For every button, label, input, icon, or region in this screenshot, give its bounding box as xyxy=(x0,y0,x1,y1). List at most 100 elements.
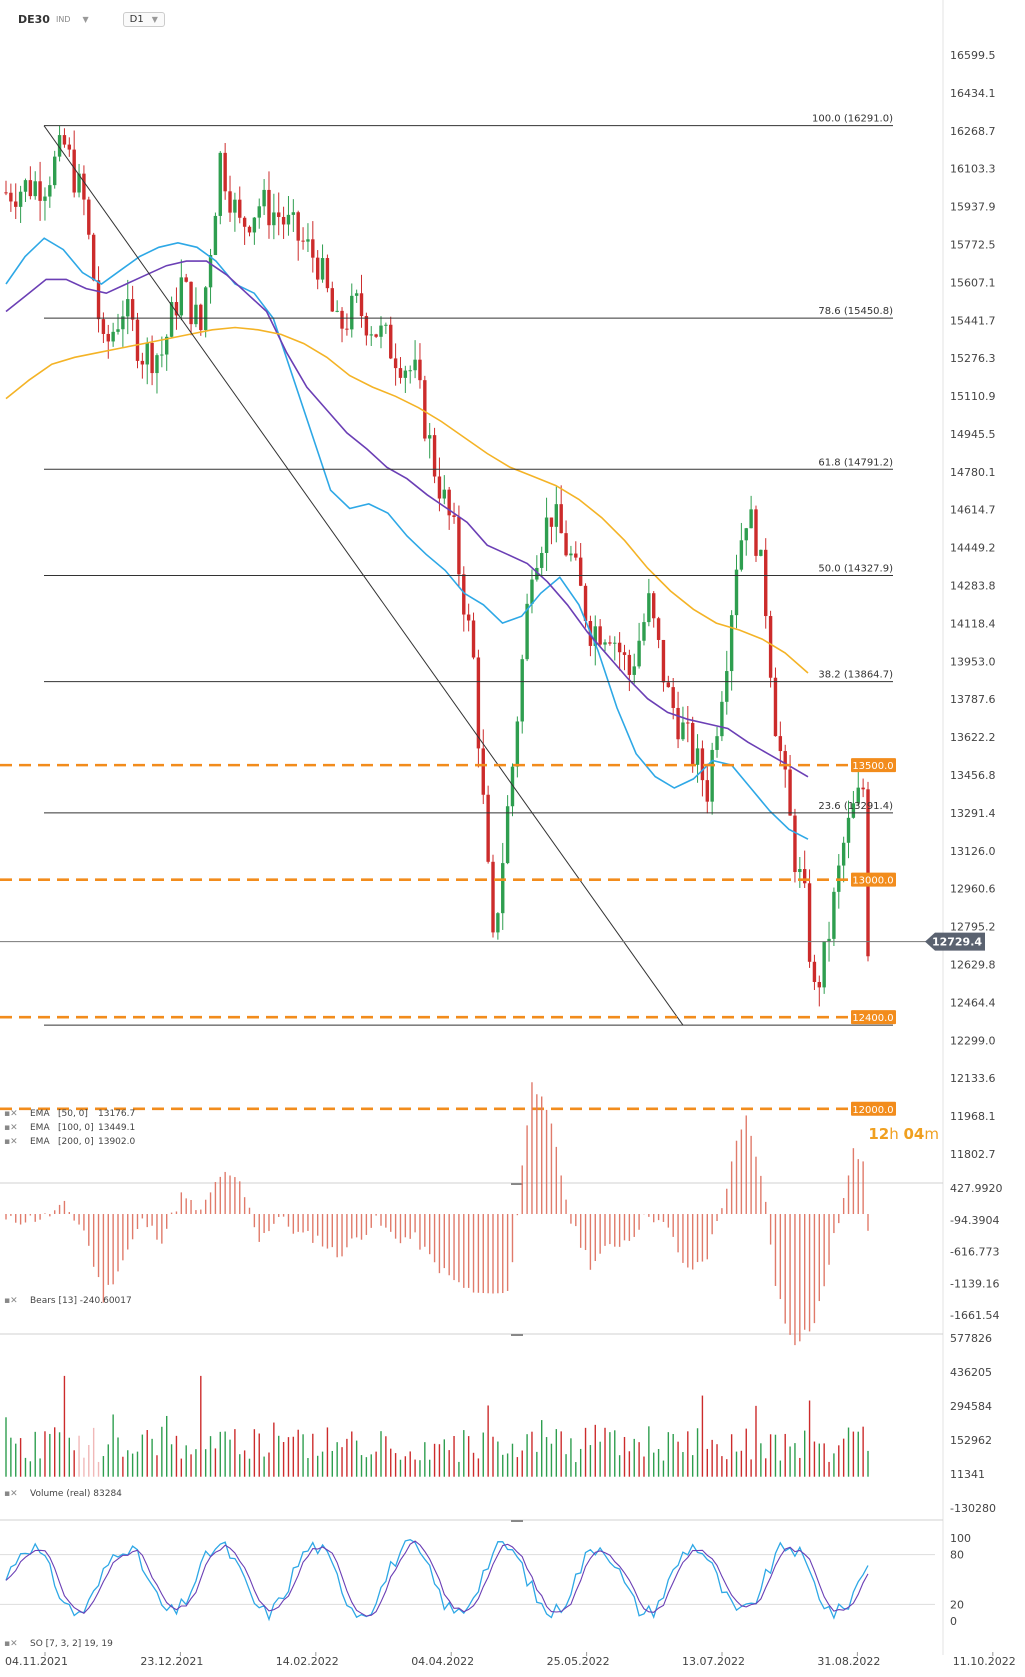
countdown-hours: 12 xyxy=(868,1125,890,1143)
timeframe-select[interactable]: D1 ▼ xyxy=(122,12,165,27)
candle-body xyxy=(520,659,524,722)
candle-body xyxy=(476,657,481,749)
candle-body xyxy=(174,302,179,316)
candle-body xyxy=(325,258,330,289)
candle-body xyxy=(666,682,671,688)
candle-body xyxy=(140,360,145,365)
candle-body xyxy=(62,135,67,145)
candle-body xyxy=(637,640,641,667)
candle-body xyxy=(228,191,232,213)
symbol-label: DE30 xyxy=(18,13,50,26)
candle-body xyxy=(827,938,831,942)
candle-body xyxy=(203,287,208,331)
candle-body xyxy=(213,215,218,256)
candle-body xyxy=(851,803,856,818)
volume-y-tick-label: 294584 xyxy=(950,1400,992,1413)
candle-body xyxy=(413,359,417,371)
candle-body xyxy=(311,239,315,258)
y-tick-label: 15772.5 xyxy=(950,238,996,251)
candle-body xyxy=(111,331,115,342)
candle-body xyxy=(574,553,578,558)
legend-tool-icon: ▪✕ xyxy=(4,1296,18,1306)
candle-body xyxy=(4,192,8,194)
candle-body xyxy=(544,517,549,553)
x-tick-label: 23.12.2021 xyxy=(140,1655,203,1668)
candle-body xyxy=(515,721,520,767)
candle-body xyxy=(135,319,140,361)
volume-legend: Volume (real) 83284 xyxy=(30,1489,122,1499)
price-level-tag-label: 12400.0 xyxy=(852,1013,893,1024)
candle-body xyxy=(23,180,28,192)
candle-body xyxy=(242,217,247,227)
candle-body xyxy=(759,549,763,556)
y-tick-label: 13787.6 xyxy=(950,693,996,706)
candle-body xyxy=(540,552,544,568)
countdown-minutes-unit: m xyxy=(924,1125,939,1143)
candle-body xyxy=(130,299,135,320)
candle-body xyxy=(218,152,222,216)
candle-body xyxy=(773,677,778,737)
y-tick-label: 16599.5 xyxy=(950,49,996,62)
candle-body xyxy=(18,191,23,207)
candle-body xyxy=(53,156,57,186)
candle-body xyxy=(583,585,588,621)
candle-body xyxy=(525,603,529,660)
candle-body xyxy=(257,206,261,218)
candle-body xyxy=(627,654,632,675)
volume-y-tick-label: 152962 xyxy=(950,1434,992,1447)
y-tick-label: 14780.1 xyxy=(950,466,996,479)
last-price-label: 12729.4 xyxy=(932,936,982,949)
y-tick-label: 12795.2 xyxy=(950,921,996,934)
candle-body xyxy=(77,173,81,193)
y-tick-label: 12299.0 xyxy=(950,1034,996,1047)
candle-body xyxy=(452,515,456,517)
ema-line-50 xyxy=(5,237,809,840)
legend-ema-value: 13176.7 xyxy=(98,1109,135,1119)
bears-y-tick-label: -94.3904 xyxy=(950,1214,999,1227)
candle-body xyxy=(165,336,169,355)
candle-body xyxy=(427,435,432,439)
candle-body xyxy=(199,304,203,331)
price-level-tag xyxy=(851,1010,896,1025)
candle-body xyxy=(613,642,617,644)
candle-body xyxy=(315,257,320,280)
candle-body xyxy=(57,135,62,157)
candle-body xyxy=(647,593,651,623)
candle-body xyxy=(510,766,515,807)
fib-label: 23.6 (13291.4) xyxy=(818,801,893,812)
y-tick-label: 12960.6 xyxy=(950,883,996,896)
candle-body xyxy=(389,324,393,359)
symbol-chevron-down-icon[interactable]: ▼ xyxy=(82,15,89,24)
candle-body xyxy=(408,370,412,372)
y-tick-label: 15937.9 xyxy=(950,201,996,214)
legend-tool-icon: ▪✕ xyxy=(4,1639,18,1649)
candle-body xyxy=(286,214,291,225)
y-tick-label: 13953.0 xyxy=(950,655,996,668)
y-tick-label: 14945.5 xyxy=(950,428,996,441)
fib-label: 38.2 (13864.7) xyxy=(818,670,893,681)
fib-label: 61.8 (14791.2) xyxy=(818,457,893,468)
candle-body xyxy=(593,626,597,646)
candle-body xyxy=(82,173,86,200)
candle-body xyxy=(281,216,286,225)
legend-ema-params: [200, 0] xyxy=(58,1137,94,1147)
bar-countdown: 12h 04m xyxy=(868,1125,939,1143)
candle-body xyxy=(700,748,705,781)
candle-body xyxy=(87,199,91,235)
candle-body xyxy=(72,149,76,193)
candle-body xyxy=(578,557,583,586)
price-level-tag-label: 12000.0 xyxy=(852,1105,893,1116)
candle-body xyxy=(778,736,783,752)
candle-body xyxy=(608,642,612,644)
candle-body xyxy=(169,302,174,337)
y-tick-label: 14283.8 xyxy=(950,580,996,593)
legend-ema-name: EMA xyxy=(30,1123,50,1133)
candle-body xyxy=(403,370,408,378)
y-tick-label: 16103.3 xyxy=(950,163,996,176)
candle-body xyxy=(223,152,227,192)
candle-body xyxy=(296,212,300,241)
legend-ema-name: EMA xyxy=(30,1109,50,1119)
candle-body xyxy=(807,883,812,962)
volume-y-tick-label: 577826 xyxy=(950,1332,992,1345)
